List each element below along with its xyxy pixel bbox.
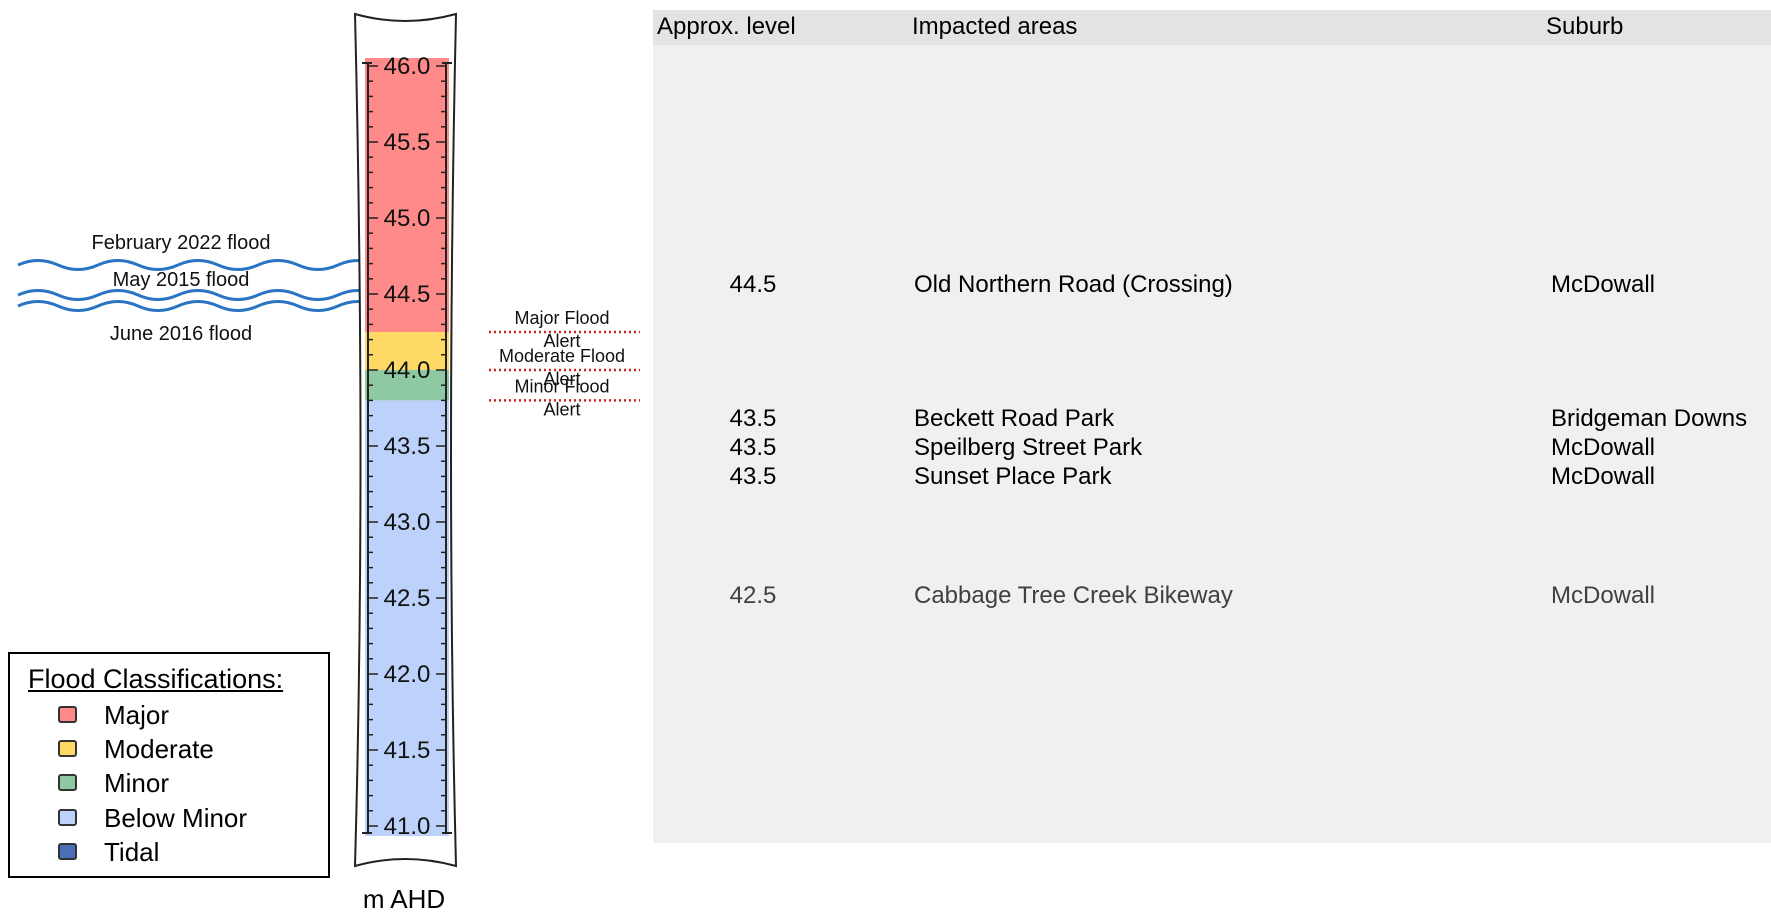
tick-label: 45.0	[384, 205, 431, 232]
tick-label: 44.5	[384, 281, 431, 308]
legend-label: Moderate	[104, 734, 214, 764]
gauge-scale: 46.0 45.5 45.0 44.5 44.0 43.5 43.0 42.5 42.0 41.5…	[368, 53, 446, 840]
tick-label: 46.0	[384, 53, 431, 80]
row-suburb: Bridgeman Downs	[1551, 405, 1748, 432]
flood-wave-line	[17, 259, 419, 271]
row-area: Old Northern Road (Crossing)	[914, 271, 1233, 298]
row-level: 43.5	[729, 434, 777, 461]
row-level: 43.5	[729, 463, 777, 490]
flood-label: June 2016 flood	[110, 323, 252, 345]
alert-label: Alert	[543, 369, 580, 389]
legend-swatch	[58, 774, 77, 791]
header-suburb: Suburb	[1546, 13, 1624, 40]
flood-history-marks: February 2022 flood May 2015 flood June 20…	[17, 232, 419, 345]
row-area: Speilberg Street Park	[914, 434, 1143, 461]
legend-swatch	[58, 706, 77, 723]
legend-label: Major	[104, 700, 170, 730]
tick-label: 41.5	[384, 737, 431, 764]
gauge-unit-label: m AHD	[363, 884, 445, 914]
header-approx-level: Approx. level	[657, 13, 796, 40]
flood-gauge-diagram: February 2022 flood May 2015 flood June 20…	[17, 12, 640, 914]
band-minor	[365, 370, 449, 401]
table-header-row: Approx. level Impacted areas Suburb	[653, 10, 1771, 45]
alert-label: Alert	[543, 399, 580, 419]
alert-label: Minor Flood	[514, 376, 609, 396]
alert-label: Major Flood	[514, 308, 609, 328]
legend-swatch	[58, 809, 77, 826]
row-suburb: McDowall	[1551, 582, 1656, 609]
gauge-frame-caps	[362, 62, 452, 834]
flood-classification-legend: Flood Classifications: Major Moderate Mi…	[8, 652, 330, 878]
alert-label: Moderate Flood	[499, 346, 625, 366]
row-level: 43.5	[729, 405, 777, 432]
tick-label: 41.0	[384, 813, 431, 840]
flood-wave-line	[17, 289, 419, 301]
flood-wave-line	[17, 300, 419, 312]
flood-label: February 2022 flood	[91, 232, 270, 254]
row-area: Beckett Road Park	[914, 405, 1115, 432]
row-suburb: McDowall	[1551, 463, 1656, 490]
tick-label: 43.0	[384, 509, 431, 536]
impacted-areas-table: Approx. level Impacted areas Suburb 44.5…	[653, 10, 1771, 843]
row-area: Sunset Place Park	[914, 463, 1112, 490]
band-below-minor	[365, 400, 449, 836]
row-level: 42.5	[729, 582, 777, 609]
legend-title: Flood Classifications:	[28, 664, 284, 694]
flood-label: May 2015 flood	[113, 269, 250, 291]
tick-label: 42.5	[384, 585, 431, 612]
tick-label: 43.5	[384, 433, 431, 460]
row-area: Cabbage Tree Creek Bikeway	[914, 582, 1233, 609]
tick-label: 44.0	[384, 357, 431, 384]
legend-label: Below Minor	[104, 803, 248, 833]
row-suburb: McDowall	[1551, 271, 1656, 298]
row-level: 44.5	[729, 271, 777, 298]
tick-label: 42.0	[384, 661, 431, 688]
legend-label: Tidal	[104, 837, 160, 867]
legend-label: Minor	[104, 768, 170, 798]
gauge-column	[353, 12, 458, 868]
alert-label: Alert	[543, 331, 580, 351]
legend-swatch	[58, 740, 77, 757]
row-suburb: McDowall	[1551, 434, 1656, 461]
legend-swatch	[58, 843, 77, 860]
band-moderate	[365, 332, 449, 370]
band-major	[365, 58, 449, 332]
tick-label: 45.5	[384, 129, 431, 156]
header-impacted-areas: Impacted areas	[912, 13, 1078, 40]
